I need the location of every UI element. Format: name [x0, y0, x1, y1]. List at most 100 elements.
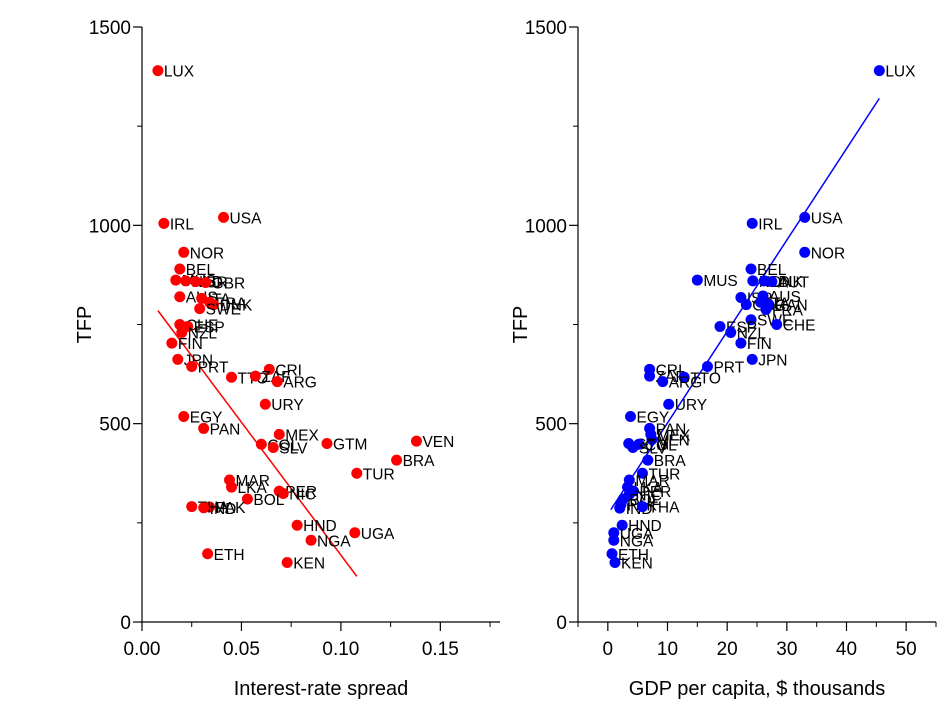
data-point-label: NZL [188, 325, 218, 342]
data-point [663, 398, 675, 410]
y-axis-title: TFP [74, 306, 96, 344]
x-axis-title: Interest-rate spread [234, 678, 409, 700]
data-point-label: ARG [669, 375, 703, 392]
data-point-label: CHE [186, 318, 219, 335]
data-point-label: VEN [422, 434, 454, 451]
data-point [218, 211, 230, 223]
y-tick-label: 0 [120, 613, 131, 634]
x-tick-label: 40 [836, 639, 857, 660]
data-point-label: ARG [283, 375, 317, 392]
x-tick-label: 0.10 [322, 639, 359, 660]
data-point-label: UGA [620, 526, 654, 543]
y-axis-title: TFP [510, 306, 532, 344]
data-point-label: IND [210, 501, 237, 518]
data-point-label: GBR [212, 275, 246, 292]
data-point [249, 370, 261, 382]
data-point [202, 548, 214, 560]
data-point-label: CAN [775, 298, 808, 315]
data-point-label: BOL [629, 492, 660, 509]
x-tick-label: 50 [896, 639, 917, 660]
data-point-label: NGA [317, 533, 351, 550]
data-point-label: UGA [361, 526, 395, 543]
data-point-label: PAN [656, 421, 687, 438]
data-point [740, 299, 752, 311]
y-tick-label: 500 [99, 415, 131, 436]
data-point-label: TTO [690, 370, 721, 387]
data-point [158, 217, 170, 229]
data-point-label: ETH [214, 547, 245, 564]
data-point-label: MUS [703, 273, 737, 290]
data-point [305, 534, 317, 546]
data-point [627, 441, 639, 453]
data-point-label: IRL [758, 216, 783, 233]
data-point-label: MAR [635, 473, 669, 490]
data-point-label: NOR [811, 245, 845, 262]
data-point [200, 276, 212, 288]
data-point-label: JPN [758, 352, 787, 369]
data-point-label: THA [648, 500, 680, 517]
chart-panel-2: 0 500 1000 1500 0 10 20 30 40 50 GDP per capita, $… [510, 18, 937, 700]
data-point-label: BRA [654, 453, 687, 470]
data-point [646, 434, 658, 446]
data-point [642, 454, 654, 466]
data-point-label: EGY [190, 410, 223, 427]
data-point [178, 411, 190, 423]
data-point [226, 481, 237, 493]
data-point [771, 319, 783, 330]
y-tick-label: 1500 [89, 18, 131, 39]
data-point [636, 467, 648, 479]
data-point-label: USA [811, 210, 844, 227]
data-point-label: USA [230, 210, 263, 227]
data-point [241, 493, 253, 505]
data-point-label: PRT [713, 360, 744, 377]
data-point [281, 557, 293, 568]
data-point-label: URY [271, 397, 303, 414]
data-point [176, 326, 188, 338]
data-point-label: ESP [194, 319, 225, 336]
data-point [271, 376, 283, 388]
data-point [255, 438, 267, 450]
data-point-label: GTM [333, 437, 367, 454]
data-point [614, 502, 626, 514]
data-point [616, 519, 628, 531]
data-point [351, 467, 363, 479]
data-point [725, 326, 737, 338]
data-point-label: KEN [621, 556, 653, 573]
data-point-label: SWE [206, 302, 241, 319]
data-point [172, 353, 184, 365]
data-point [259, 398, 271, 410]
data-point-label: BRA [403, 453, 436, 470]
data-point [267, 441, 279, 453]
data-point-label: PER [285, 484, 317, 501]
data-point [714, 320, 726, 332]
data-point [701, 361, 713, 373]
y-tick-label: 1000 [525, 216, 567, 237]
y-tick-label: 0 [556, 613, 567, 634]
y-tick-label: 1500 [525, 18, 567, 39]
data-point-label: MEX [657, 427, 691, 444]
data-point [608, 534, 620, 546]
data-point [194, 303, 206, 315]
x-tick-label: 0.00 [124, 639, 161, 660]
data-point-label: LKA [634, 480, 664, 497]
data-point-label: MAR [236, 473, 270, 490]
data-point-label: LKA [238, 480, 268, 497]
data-point-label: CRI [275, 362, 302, 379]
data-point [657, 376, 669, 388]
data-point [174, 291, 186, 303]
data-point [190, 276, 202, 288]
data-point [625, 411, 637, 423]
data-point [873, 65, 885, 77]
data-point-label: COL [645, 437, 677, 454]
data-point [186, 361, 198, 373]
data-point-label: NIC [289, 486, 316, 503]
data-point-label: ETH [618, 547, 649, 564]
data-point-label: MEX [285, 427, 319, 444]
data-point [321, 438, 333, 449]
data-point-label: BEL [757, 262, 787, 279]
x-tick-label: 10 [657, 639, 678, 660]
data-point-label: SLV [639, 440, 668, 457]
data-point [291, 519, 303, 531]
data-point-label: LUX [885, 64, 916, 81]
data-point [609, 557, 621, 568]
